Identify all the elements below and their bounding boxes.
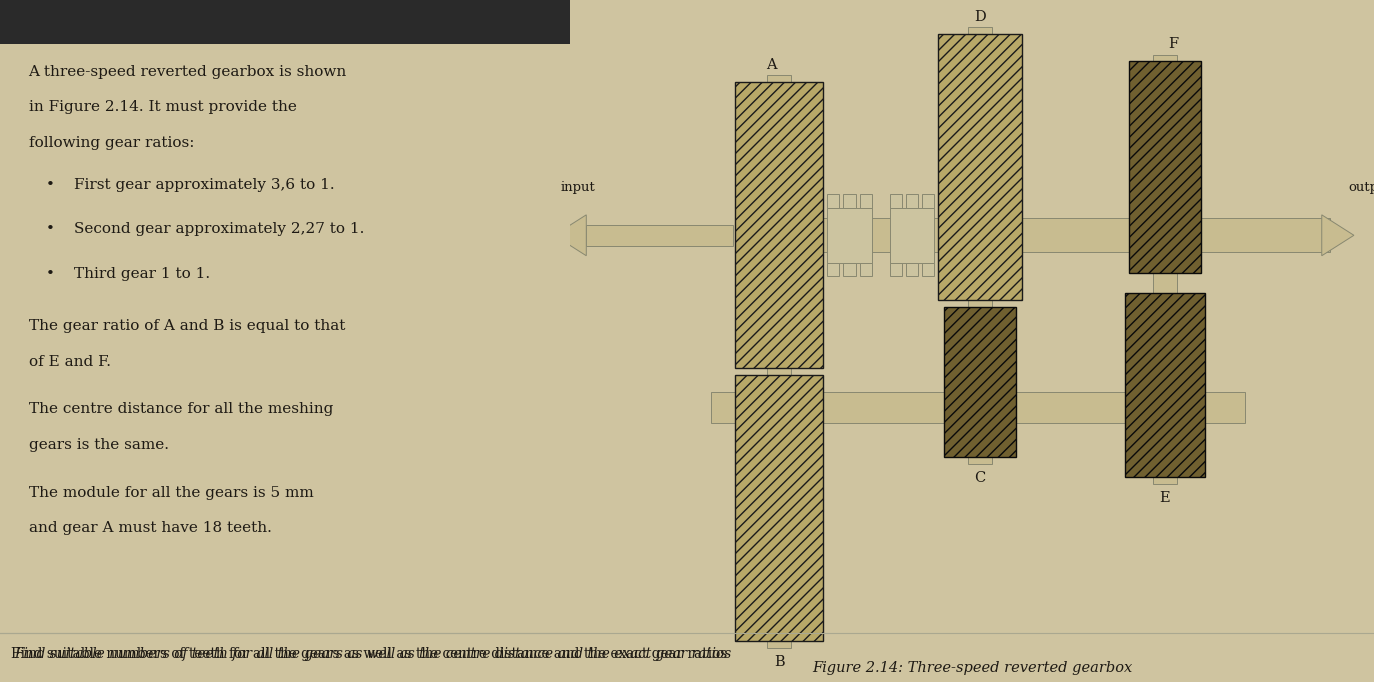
Bar	[735, 375, 823, 641]
Text: and gear A must have 18 teeth.: and gear A must have 18 teeth.	[29, 521, 272, 535]
Text: E: E	[1160, 491, 1171, 505]
Text: Second gear approximately 2,27 to 1.: Second gear approximately 2,27 to 1.	[74, 222, 364, 237]
Bar	[827, 194, 840, 208]
Text: input: input	[561, 181, 595, 194]
Bar	[922, 263, 934, 276]
Bar	[1129, 61, 1201, 273]
Bar	[767, 75, 791, 648]
Text: Third gear 1 to 1.: Third gear 1 to 1.	[74, 267, 210, 281]
Bar	[969, 27, 992, 464]
Bar	[779, 218, 1330, 252]
Text: C: C	[974, 471, 985, 485]
Polygon shape	[554, 215, 587, 256]
Text: Find suitable numbers of teeth for all the gears as well as the centre distance : Find suitable numbers of teeth for all t…	[14, 647, 731, 661]
Bar	[938, 34, 1022, 300]
Text: A: A	[765, 57, 776, 72]
Bar	[827, 208, 871, 263]
Bar	[0, 0, 570, 44]
Bar	[890, 263, 901, 276]
Text: •: •	[45, 267, 55, 281]
Bar	[905, 263, 918, 276]
Bar	[735, 82, 823, 368]
Text: •: •	[45, 222, 55, 237]
Bar	[1153, 55, 1178, 484]
Bar	[827, 263, 840, 276]
Bar	[1125, 293, 1205, 477]
Bar	[890, 208, 934, 263]
Text: D: D	[974, 10, 987, 24]
Bar	[587, 225, 732, 246]
Bar	[860, 263, 871, 276]
Text: output: output	[1348, 181, 1374, 194]
Bar	[844, 194, 856, 208]
Text: of E and F.: of E and F.	[29, 355, 110, 369]
Bar	[922, 194, 934, 208]
Text: F: F	[1168, 37, 1178, 51]
Text: gears is the same.: gears is the same.	[29, 438, 169, 452]
Text: The gear ratio of A and B is equal to that: The gear ratio of A and B is equal to th…	[29, 319, 345, 333]
Text: First gear approximately 3,6 to 1.: First gear approximately 3,6 to 1.	[74, 178, 335, 192]
Text: Find suitable numbers of teeth for all the gears as well as the centre distance : Find suitable numbers of teeth for all t…	[11, 647, 728, 661]
Text: •: •	[45, 178, 55, 192]
Bar	[844, 263, 856, 276]
Bar	[890, 194, 901, 208]
Bar	[905, 194, 918, 208]
Text: The module for all the gears is 5 mm: The module for all the gears is 5 mm	[29, 486, 313, 500]
Text: The centre distance for all the meshing: The centre distance for all the meshing	[29, 402, 333, 417]
Text: Example 2.4: Example 2.4	[45, 13, 180, 31]
Text: following gear ratios:: following gear ratios:	[29, 136, 194, 150]
Text: B: B	[774, 655, 785, 669]
Bar	[710, 392, 1245, 423]
Text: A three-speed reverted gearbox is shown: A three-speed reverted gearbox is shown	[29, 65, 346, 79]
Text: Figure 2.14: Three-speed reverted gearbox: Figure 2.14: Three-speed reverted gearbo…	[812, 661, 1132, 675]
Bar	[860, 194, 871, 208]
Polygon shape	[1322, 215, 1353, 256]
Bar	[944, 307, 1017, 457]
Text: in Figure 2.14. It must provide the: in Figure 2.14. It must provide the	[29, 100, 297, 115]
